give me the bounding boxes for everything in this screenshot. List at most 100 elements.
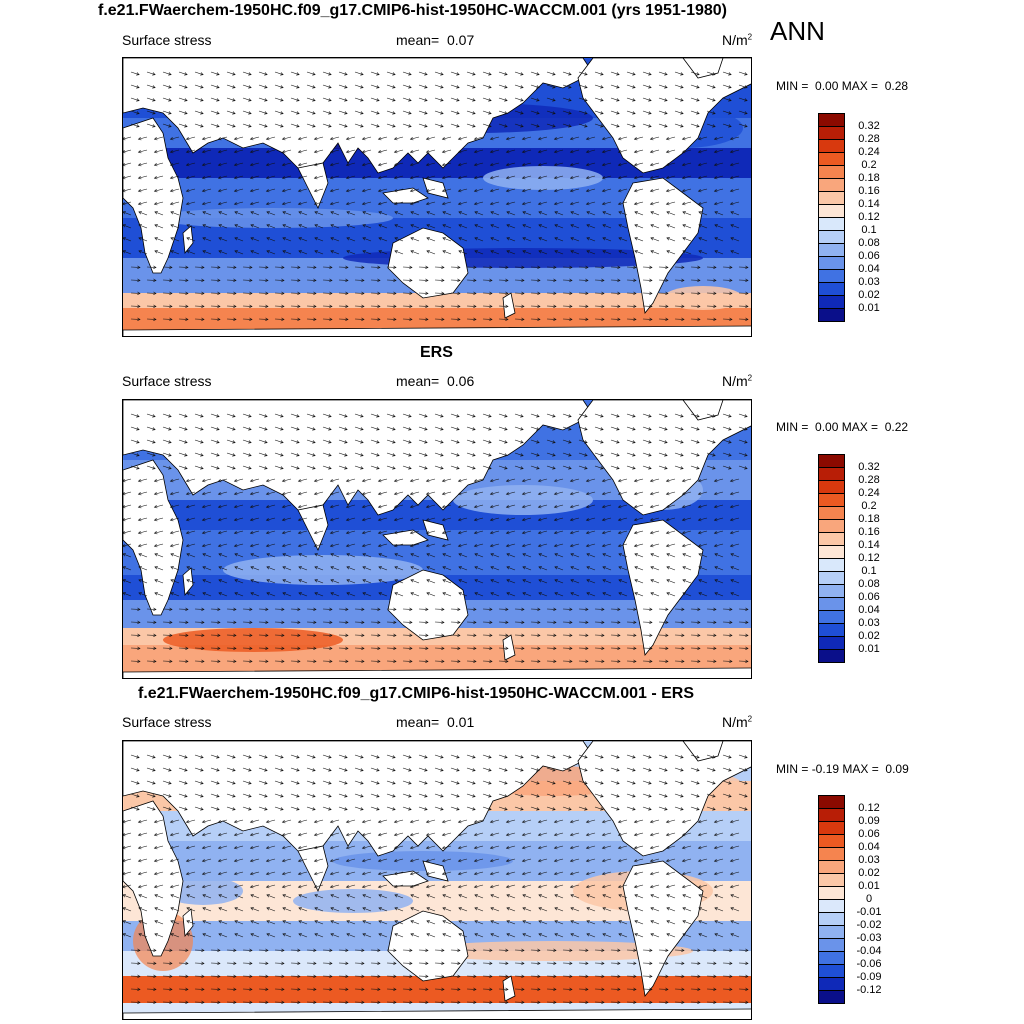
colorbar-swatch	[818, 506, 845, 520]
colorbar-tick-label: 0.32	[858, 461, 880, 473]
colorbar-swatch	[818, 191, 845, 205]
colorbar-tick-label: 0.28	[858, 133, 880, 145]
colorbar-swatch	[818, 623, 845, 637]
colorbar-swatch	[818, 795, 845, 809]
colorbar-swatch	[818, 899, 845, 913]
colorbar-tick-label: -0.03	[856, 932, 882, 944]
colorbar-swatch	[818, 282, 845, 296]
colorbar-tick-label: 0.03	[858, 854, 880, 866]
panel1-mean: mean= 0.07	[396, 32, 474, 48]
colorbar-swatch	[818, 256, 845, 270]
colorbar-tick-label: 0.18	[858, 513, 880, 525]
colorbar-swatch	[818, 821, 845, 835]
colorbar-swatch	[818, 558, 845, 572]
colorbar-tick-label: 0.01	[858, 880, 880, 892]
colorbar-tick-label: 0.06	[858, 591, 880, 603]
panel3-mean-value: 0.01	[446, 714, 475, 730]
colorbar-swatch	[818, 545, 845, 559]
colorbar-tick-label: 0.06	[858, 250, 880, 262]
panel3-minmax: MIN = -0.19 MAX = 0.09	[776, 762, 909, 776]
colorbar-swatch	[818, 230, 845, 244]
panel1-field-label: Surface stress	[122, 32, 212, 48]
colorbar-swatch	[818, 925, 845, 939]
panel1-mean-label: mean=	[396, 32, 440, 48]
colorbar-tick-label: 0.32	[858, 120, 880, 132]
panel1-minmax: MIN = 0.00 MAX = 0.28	[776, 79, 908, 93]
panel3-max-value: 0.09	[885, 762, 909, 776]
panel2-units: N/m2	[722, 373, 752, 389]
panel1-min-label: MIN =	[776, 79, 809, 93]
colorbar-tick-label: 0.16	[858, 185, 880, 197]
colorbar-tick-label: 0.1	[861, 565, 877, 577]
colorbar-tick-label: 0.04	[858, 263, 880, 275]
colorbar-swatch	[818, 165, 845, 179]
panel3-units: N/m2	[722, 714, 752, 730]
colorbar-tick-label: 0.02	[858, 289, 880, 301]
colorbar-swatch	[818, 493, 845, 507]
colorbar-tick-label: -0.04	[856, 945, 882, 957]
colorbar-swatch	[818, 636, 845, 650]
panel3-field-label: Surface stress	[122, 714, 212, 730]
colorbar-swatch	[818, 977, 845, 991]
colorbar-tick-label: 0.02	[858, 630, 880, 642]
colorbar-tick-label: -0.06	[856, 958, 882, 970]
panel3-mean: mean= 0.01	[396, 714, 474, 730]
panel2-min-value: 0.00	[815, 420, 839, 434]
colorbar-tick-label: 0.09	[858, 815, 880, 827]
colorbar-swatch	[818, 597, 845, 611]
colorbar-tick-label: 0	[865, 893, 873, 905]
panel1-mean-value: 0.07	[446, 32, 475, 48]
panel3-map-svg	[123, 741, 751, 1019]
panel2-colorbar: 0.32 0.28 0.24 0.2 0.18 0.16 0.14 0.12 0.1 0.08 0.…	[818, 454, 880, 663]
colorbar-tick-label: 0.03	[858, 276, 880, 288]
panel2-mean-value: 0.06	[446, 373, 475, 389]
colorbar-tick-label: 0.12	[858, 211, 880, 223]
panel2-mean: mean= 0.06	[396, 373, 474, 389]
colorbar-swatch	[818, 964, 845, 978]
season-label: ANN	[770, 16, 825, 46]
colorbar-tick-label: 0.04	[858, 604, 880, 616]
page-title: f.e21.FWaerchem-1950HC.f09_g17.CMIP6-his…	[98, 2, 727, 19]
colorbar-swatch	[818, 649, 845, 663]
colorbar-tick-label: 0.03	[858, 617, 880, 629]
panel1-max-label: MAX =	[841, 79, 879, 93]
colorbar-tick-label: 0.02	[858, 867, 880, 879]
colorbar-tick-label: -0.02	[856, 919, 882, 931]
panel2-field-label: Surface stress	[122, 373, 212, 389]
colorbar-tick-label: 0.06	[858, 828, 880, 840]
colorbar-tick-label: 0.28	[858, 474, 880, 486]
colorbar-tick-label: 0.18	[858, 172, 880, 184]
panel1-units-text: N/m	[722, 32, 748, 48]
colorbar-swatch	[818, 308, 845, 322]
panel2-units-sup: 2	[747, 373, 753, 383]
colorbar-swatch	[818, 204, 845, 218]
colorbar-swatch	[818, 178, 845, 192]
colorbar-tick-label: 0.12	[858, 552, 880, 564]
colorbar-tick-label: 0.14	[858, 198, 880, 210]
colorbar-swatch	[818, 938, 845, 952]
panel3-map	[122, 740, 752, 1020]
colorbar-tick-label: 0.2	[861, 159, 877, 171]
panel1-map	[122, 57, 752, 337]
colorbar-swatch	[818, 217, 845, 231]
colorbar-tick-label: 0.12	[858, 802, 880, 814]
colorbar-tick-label: 0.01	[858, 643, 880, 655]
colorbar-swatch	[818, 990, 845, 1004]
panel2-max-value: 0.22	[884, 420, 909, 434]
panel3-units-sup: 2	[747, 714, 753, 724]
colorbar-swatch	[818, 139, 845, 153]
colorbar-tick-label: 0.16	[858, 526, 880, 538]
colorbar-swatch	[818, 847, 845, 861]
panel2-map-svg	[123, 400, 751, 678]
panel2-units-text: N/m	[722, 373, 748, 389]
colorbar-swatch	[818, 834, 845, 848]
colorbar-tick-label: 0.14	[858, 539, 880, 551]
colorbar-swatch	[818, 808, 845, 822]
panel2-mean-label: mean=	[396, 373, 440, 389]
colorbar-swatch	[818, 519, 845, 533]
colorbar-tick-label: 0.04	[858, 841, 880, 853]
panel2-minmax: MIN = 0.00 MAX = 0.22	[776, 420, 908, 434]
panel3-heading: f.e21.FWaerchem-1950HC.f09_g17.CMIP6-his…	[138, 685, 695, 702]
colorbar-swatch	[818, 467, 845, 481]
colorbar-swatch	[818, 126, 845, 140]
